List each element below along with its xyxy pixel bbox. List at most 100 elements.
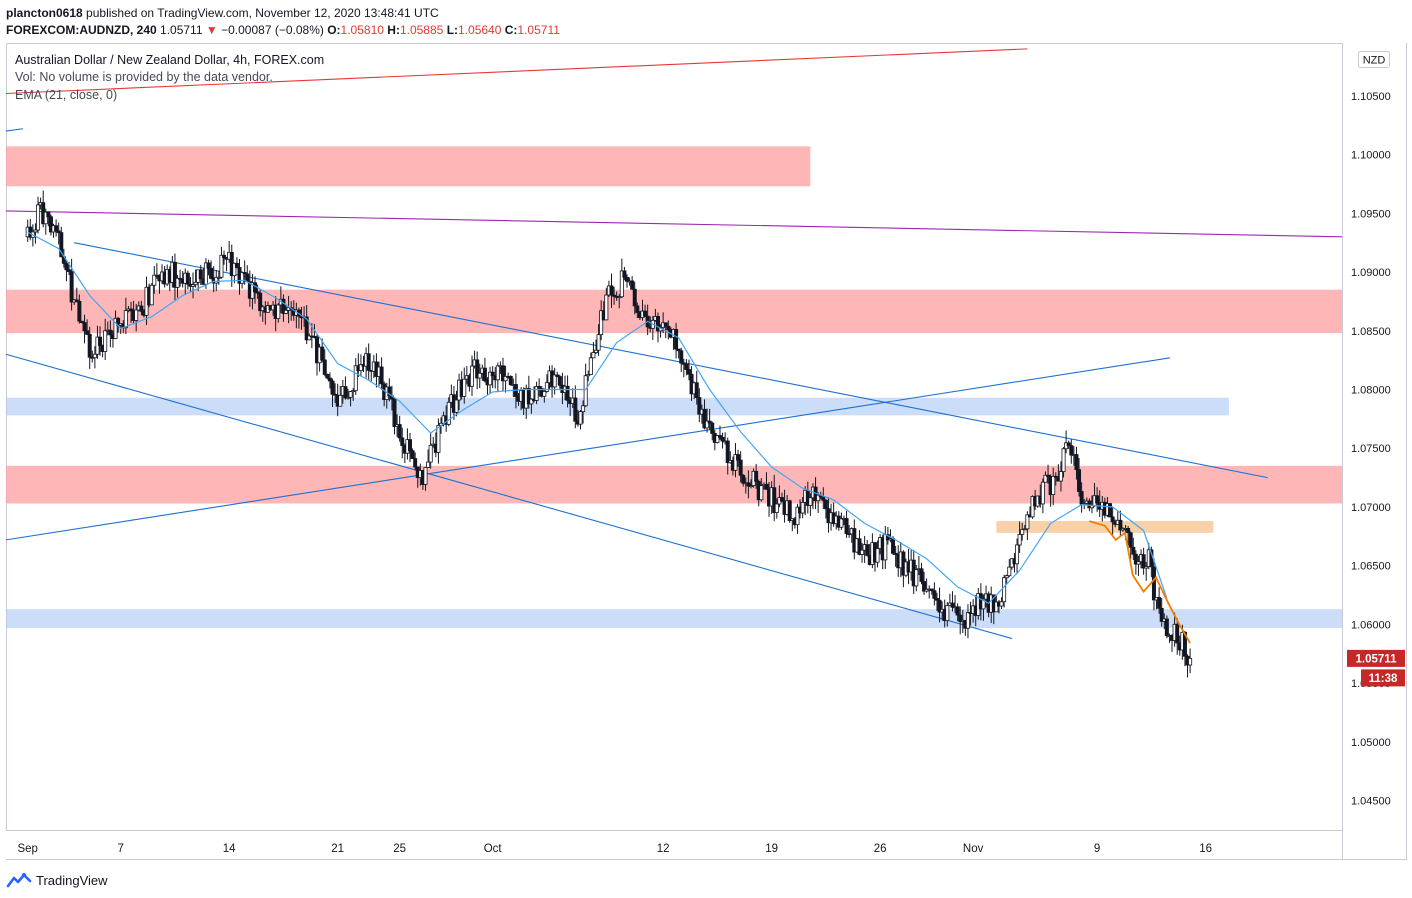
symbol-name[interactable]: FOREXCOM:AUDNZD, 240 — [6, 23, 157, 37]
candle — [219, 246, 224, 279]
candle — [1110, 506, 1115, 535]
candle — [1043, 471, 1048, 483]
zones-layer — [6, 146, 1342, 628]
candle — [79, 320, 84, 324]
candle — [1046, 464, 1051, 484]
candle — [64, 259, 69, 282]
candle — [232, 262, 237, 284]
tradingview-logo-icon[interactable] — [6, 872, 32, 888]
legend-ema[interactable]: EMA (21, close, 0) — [15, 88, 117, 102]
candle — [593, 339, 598, 355]
candle — [1020, 522, 1025, 541]
candle — [774, 498, 779, 519]
trendline-2[interactable] — [5, 353, 1013, 640]
low-value: 1.05640 — [458, 23, 502, 37]
candle — [950, 591, 955, 612]
candle — [284, 304, 289, 315]
candle — [214, 269, 219, 292]
tradingview-brand[interactable]: TradingView — [36, 872, 108, 888]
candle — [733, 442, 738, 478]
candle — [346, 388, 351, 400]
candle — [36, 196, 41, 234]
candle — [578, 410, 583, 430]
candle — [98, 326, 103, 356]
candle — [206, 259, 211, 276]
legend-title[interactable]: Australian Dollar / New Zealand Dollar, … — [15, 53, 324, 67]
trendline-6[interactable] — [5, 48, 1028, 95]
candle — [338, 385, 343, 407]
last-price-badge-label: 1.05711 — [1356, 653, 1398, 665]
candle — [469, 355, 474, 397]
y-tick-label: 1.08000 — [1351, 385, 1391, 397]
candle — [222, 250, 227, 265]
candle — [92, 346, 97, 369]
trendline-1[interactable] — [74, 242, 1268, 479]
candle — [612, 286, 617, 305]
candle — [694, 370, 699, 405]
candle — [320, 338, 325, 363]
trendlines-layer — [5, 48, 1343, 640]
trendline-4[interactable] — [5, 128, 24, 132]
x-tick-label: 14 — [223, 843, 236, 855]
candle — [500, 357, 505, 391]
y-tick-label: 1.09500 — [1351, 208, 1391, 220]
x-tick-label: 7 — [117, 843, 123, 855]
candle — [622, 266, 627, 281]
candle — [1040, 478, 1045, 514]
trendline-3[interactable] — [5, 357, 1171, 541]
candle — [635, 302, 640, 319]
x-tick-label: Nov — [963, 843, 984, 855]
candle — [234, 257, 239, 269]
candle — [800, 497, 805, 519]
currency-box[interactable] — [1358, 51, 1390, 68]
candle — [1025, 511, 1030, 541]
candle — [681, 358, 686, 378]
candle — [927, 585, 932, 599]
candle — [400, 427, 405, 459]
candle — [477, 363, 482, 389]
candle — [108, 320, 113, 348]
candle — [772, 474, 777, 522]
candle — [446, 397, 451, 427]
candle — [526, 375, 531, 409]
candle — [304, 304, 309, 344]
candle — [686, 359, 691, 381]
candle — [779, 492, 784, 503]
candle — [454, 390, 459, 417]
trendline-5[interactable] — [5, 210, 1343, 238]
candle — [488, 366, 493, 394]
high-label: H: — [387, 23, 400, 37]
candle — [715, 434, 720, 444]
candle — [410, 448, 415, 459]
candle — [754, 463, 759, 489]
publish-date: published on TradingView.com, November 1… — [86, 6, 439, 20]
candle — [573, 385, 578, 429]
x-tick-label: 21 — [331, 843, 344, 855]
legend-volume[interactable]: Vol: No volume is provided by the data v… — [15, 70, 273, 84]
publisher-name[interactable]: plancton0618 — [6, 6, 83, 20]
candle — [1017, 521, 1022, 554]
price-axis[interactable]: 1.10500 1.10000 1.09500 1.09000 1.08500 1.080… — [1351, 91, 1391, 808]
candle — [77, 294, 82, 324]
candle — [113, 310, 118, 340]
candle — [1126, 526, 1131, 546]
time-axis[interactable]: Sep 7 14 21 25 Oct 12 19 26 Nov 9 16 — [17, 843, 1212, 855]
candle — [1077, 458, 1082, 497]
candle — [358, 354, 363, 377]
candle — [353, 358, 358, 395]
candle — [1051, 467, 1056, 506]
candle — [823, 499, 828, 519]
candle — [591, 341, 596, 359]
resistance-zone-3 — [6, 465, 1342, 504]
candle — [702, 399, 707, 430]
candle — [555, 371, 560, 378]
candle — [1069, 439, 1074, 464]
candle — [994, 595, 999, 613]
candle — [697, 388, 702, 423]
last-price: 1.05711 — [160, 23, 203, 37]
candle — [397, 415, 402, 442]
candle — [1157, 587, 1162, 614]
candle — [674, 322, 679, 359]
high-value: 1.05885 — [399, 23, 444, 37]
